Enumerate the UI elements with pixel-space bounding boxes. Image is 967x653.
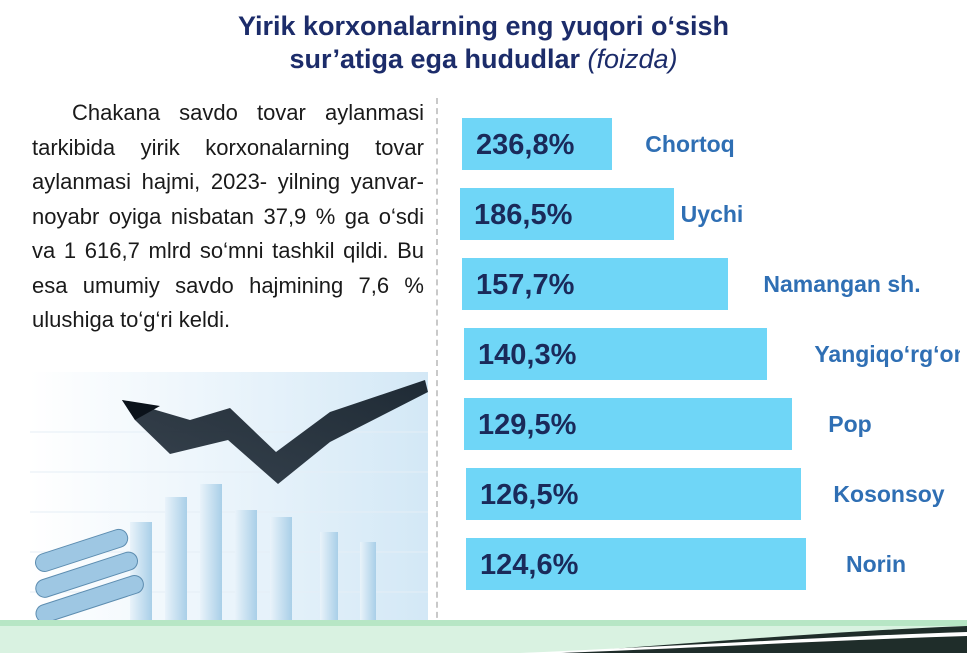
title-unit: (foizda): [587, 44, 678, 74]
category-label: Pop: [828, 411, 871, 437]
rolled-documents: [35, 528, 144, 624]
decorative-bottom-band: [0, 620, 967, 653]
bar-value-label: 129,5%: [478, 409, 577, 441]
bar-value-label: 157,7%: [476, 269, 575, 301]
bar-value-label: 186,5%: [474, 199, 573, 231]
illustration-bars: [130, 484, 376, 622]
bar-value-label: 126,5%: [480, 479, 579, 511]
title-line-1: Yirik korxonalarning eng yuqori o‘sish: [237, 11, 730, 41]
bar-chortoq: [462, 118, 612, 170]
category-label: Yangiqo‘rg‘on: [814, 341, 960, 367]
category-label: Namangan sh.: [763, 271, 920, 297]
bar-value-label: 236,8%: [476, 129, 575, 161]
growth-arrow-illustration: 2013 2014 2015 2016 2017 2018 20: [30, 372, 428, 638]
bar-uychi: [460, 188, 674, 240]
summary-paragraph: Chakana savdo tovar aylanmasi tarkibida …: [32, 100, 424, 332]
growth-bar-chart: 236,8% Chortoq 186,5% Uychi 157,7% Namangan s…: [460, 118, 960, 590]
category-label: Chortoq: [645, 131, 734, 157]
title-line-2-text: sur’atiga ega hududlar: [289, 44, 580, 74]
bar-norin: [466, 538, 806, 590]
category-label: Uychi: [681, 201, 744, 227]
category-label: Norin: [846, 551, 906, 577]
bar-namangan-sh-: [462, 258, 728, 310]
bar-value-label: 124,6%: [480, 549, 579, 581]
dashed-divider: [436, 98, 438, 638]
bar-pop: [464, 398, 792, 450]
growth-arrow-icon: [122, 380, 428, 484]
chart-title: Yirik korxonalarning eng yuqori o‘sish s…: [0, 10, 967, 76]
title-line-2: sur’atiga ega hududlar (foizda): [0, 43, 967, 76]
bar-yangiqo-rg-on: [464, 328, 767, 380]
bar-value-label: 140,3%: [478, 339, 577, 371]
summary-text-block: Chakana savdo tovar aylanmasi tarkibida …: [32, 96, 424, 338]
category-label: Kosonsoy: [833, 481, 944, 507]
bar-kosonsoy: [466, 468, 801, 520]
